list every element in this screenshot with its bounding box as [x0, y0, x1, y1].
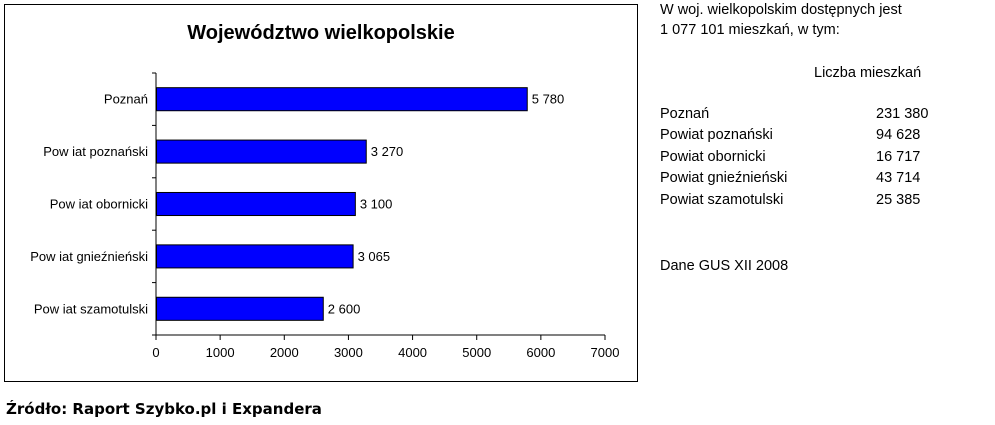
bar	[156, 296, 324, 321]
x-tick-label: 1000	[206, 345, 235, 360]
x-tick-label: 5000	[462, 345, 491, 360]
row-name: Poznań	[660, 105, 710, 122]
bar	[156, 191, 356, 217]
bar	[156, 139, 367, 164]
value-label: 2 600	[328, 301, 361, 316]
row-value: 25 385	[876, 191, 921, 208]
row-name: Powiat poznański	[660, 127, 773, 144]
x-tick-label: 6000	[526, 345, 555, 360]
category-label: Pow iat szamotulski	[34, 301, 148, 316]
bar-chart: Województwo wielkopolskie Poznań 5 780 Pow …	[30, 22, 620, 360]
x-tick-label: 7000	[591, 345, 620, 360]
value-label: 3 270	[371, 144, 404, 159]
x-tick-label: 4000	[398, 345, 427, 360]
row-value: 43 714	[876, 170, 921, 187]
x-tick-label: 2000	[270, 345, 299, 360]
chart-frame: Województwo wielkopolskie Poznań 5 780 Pow …	[4, 4, 638, 382]
chart-title: Województwo wielkopolskie	[187, 22, 454, 44]
footnote: Dane GUS XII 2008	[660, 258, 789, 274]
table-row: Poznań 231 380	[660, 103, 928, 125]
x-tick-label: 0	[152, 345, 159, 360]
intro-line-2: 1 077 101 mieszkań, w tym:	[660, 22, 840, 38]
side-panel: W woj. wielkopolskim dostępnych jest 1 0…	[660, 0, 990, 274]
intro-line-1: W woj. wielkopolskim dostępnych jest	[660, 2, 902, 18]
category-label: Pow iat obornicki	[50, 197, 148, 212]
source-caption: Źródło: Raport Szybko.pl i Expandera	[6, 400, 322, 418]
row-value: 231 380	[876, 105, 929, 122]
x-tick-label: 3000	[334, 345, 363, 360]
category-label: Poznań	[104, 92, 148, 107]
row-name: Powiat gnieźnieński	[660, 170, 788, 187]
bar	[156, 87, 528, 112]
row-value: 94 628	[876, 127, 921, 144]
row-value: 16 717	[876, 148, 921, 165]
category-label: Pow iat gnieźnieński	[30, 249, 148, 264]
table-row: Powiat poznański 94 628	[660, 125, 928, 147]
value-label: 5 780	[532, 92, 565, 107]
row-name: Powiat obornicki	[660, 148, 766, 165]
row-name: Powiat szamotulski	[660, 191, 784, 208]
apartments-table: Poznań 231 380 Powiat poznański 94 628 Powia…	[660, 103, 928, 211]
bar	[156, 244, 354, 269]
value-label: 3 100	[360, 197, 393, 212]
column-header: Liczba mieszkań	[814, 65, 922, 81]
table-row: Powiat obornicki 16 717	[660, 146, 928, 168]
value-label: 3 065	[358, 249, 391, 264]
table-row: Powiat szamotulski 25 385	[660, 189, 928, 211]
table-row: Powiat gnieźnieński 43 714	[660, 168, 928, 190]
category-label: Pow iat poznański	[43, 144, 148, 159]
